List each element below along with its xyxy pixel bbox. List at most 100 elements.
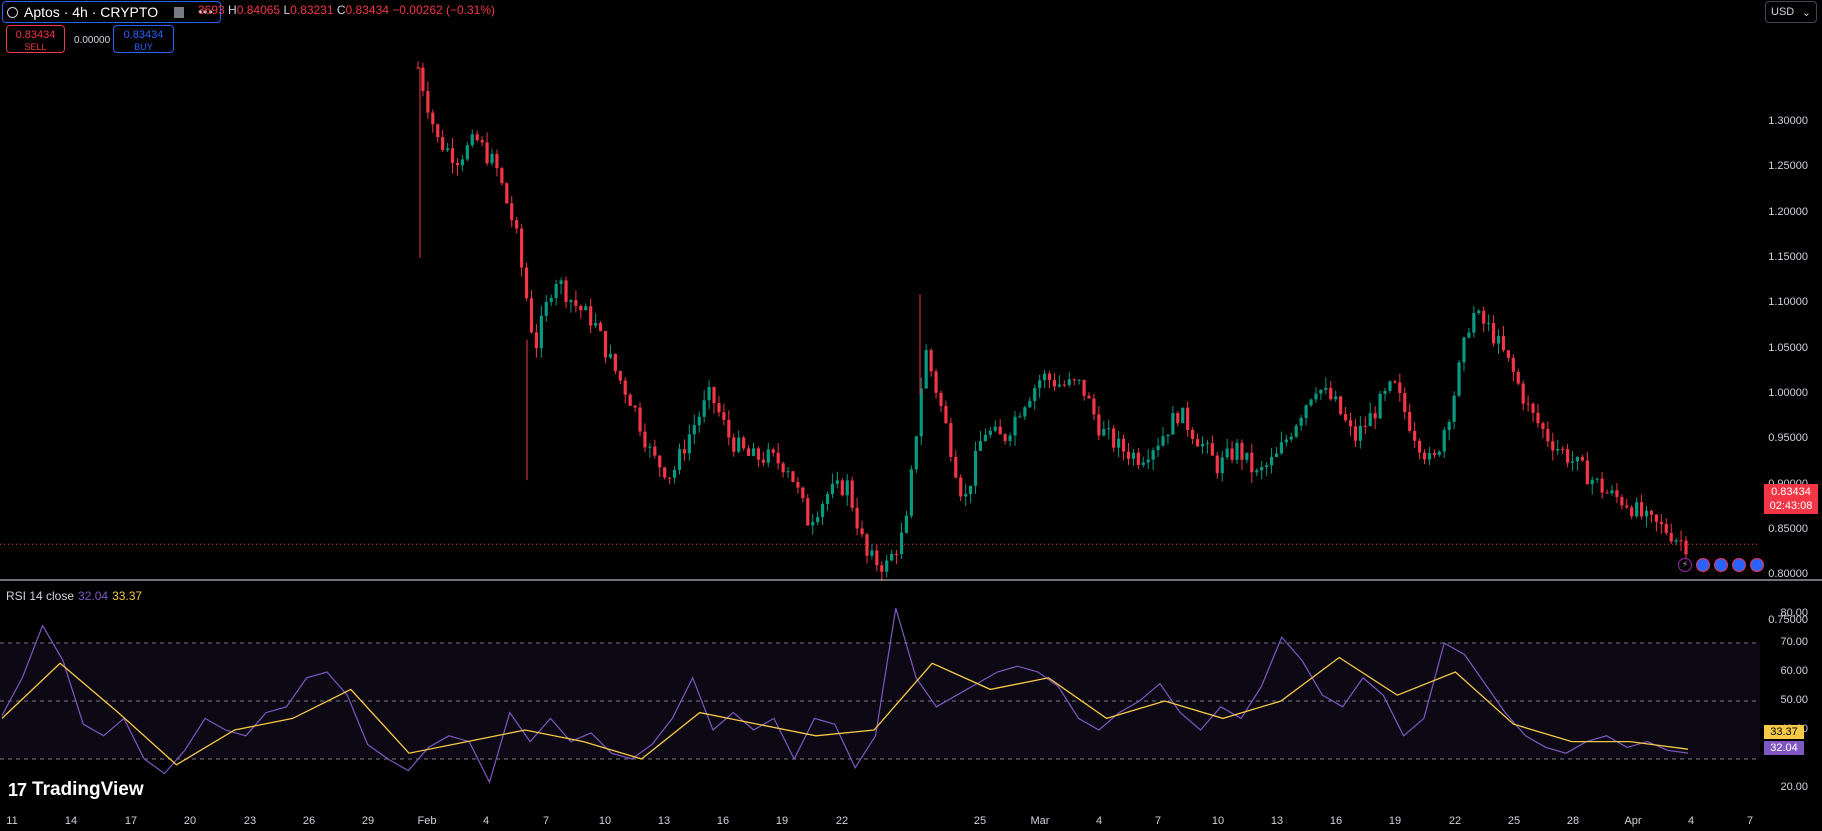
candle-body	[520, 228, 524, 268]
candle-body	[909, 469, 913, 516]
candle-body	[1452, 395, 1456, 422]
candle-body	[682, 449, 687, 454]
rsi-ma-value: 33.37	[112, 589, 143, 603]
candle-body	[1383, 390, 1387, 394]
candle-body	[1388, 381, 1392, 391]
candle-body	[1028, 400, 1032, 408]
candle-body	[594, 323, 598, 326]
candle-body	[1427, 453, 1432, 460]
sell-button[interactable]: 0.83434 SELL	[6, 25, 65, 53]
high-label: H	[228, 3, 237, 17]
candle-body	[569, 300, 573, 302]
candle-body	[1541, 423, 1545, 429]
candle-body	[1368, 413, 1372, 427]
candle-body	[1422, 452, 1427, 460]
candle-body	[1467, 332, 1471, 338]
candle-body	[554, 283, 558, 299]
symbol-chip[interactable]: Aptos · 4h · CRYPTO •••	[2, 1, 221, 23]
candle-body	[1195, 439, 1200, 447]
candle-body	[1615, 490, 1619, 498]
currency-select[interactable]: USD ⌄	[1765, 1, 1817, 23]
candle-body	[702, 400, 706, 417]
us-flag-event-icon[interactable]	[1750, 558, 1764, 572]
candle-body	[603, 331, 608, 358]
candle-body	[653, 446, 657, 456]
candle-body	[875, 550, 879, 566]
rsi-axis-label: 50.00	[1780, 694, 1808, 706]
candle-body	[1269, 456, 1274, 466]
candle-body	[850, 480, 854, 508]
time-axis-label: 26	[302, 815, 316, 827]
candle-body	[1649, 510, 1654, 515]
us-flag-event-icon[interactable]	[1696, 558, 1710, 572]
candle-body	[1008, 435, 1012, 441]
spread-value: 0.00000	[74, 35, 111, 46]
candle-body	[598, 323, 603, 332]
buy-button[interactable]: 0.83434 BUY	[113, 25, 174, 53]
candle-body	[1289, 436, 1293, 440]
candle-body	[1245, 452, 1249, 460]
candle-body	[894, 553, 899, 555]
time-axis-label: 13	[657, 815, 671, 827]
time-axis-label: 13	[1270, 815, 1284, 827]
candle-body	[1304, 405, 1308, 418]
candle-body	[633, 405, 637, 408]
bolt-event-icon[interactable]: ⚡	[1678, 558, 1692, 572]
open-value: 3693	[198, 3, 225, 17]
more-icon[interactable]: •••	[198, 5, 214, 19]
candle-body	[677, 449, 682, 470]
candle-body	[510, 203, 514, 221]
candle-body	[1521, 383, 1525, 404]
candle-body	[485, 142, 489, 164]
candle-body	[1146, 459, 1150, 463]
time-axis-label: 29	[361, 815, 375, 827]
candle-body	[1013, 416, 1017, 436]
candle-body	[618, 371, 622, 381]
candle-body	[944, 405, 948, 424]
candle-body	[608, 354, 613, 358]
candle-body	[761, 459, 765, 463]
candle-body	[1126, 451, 1131, 459]
us-flag-event-icon[interactable]	[1732, 558, 1746, 572]
candle-body	[539, 315, 543, 349]
candle-body	[776, 452, 780, 464]
rsi-line	[1, 608, 1689, 784]
candle-body	[524, 267, 529, 299]
price-axis-label: 1.15000	[1768, 250, 1808, 263]
rsi-legend[interactable]: RSI 14 close 32.04 33.37	[6, 589, 142, 603]
candle-body	[446, 148, 450, 151]
candle-body	[1082, 379, 1086, 396]
candle-body	[1413, 430, 1417, 441]
candle-countdown: 02:43:08	[1769, 500, 1813, 512]
time-axis-label: Feb	[417, 815, 437, 827]
time-axis-label: Apr	[1624, 815, 1642, 827]
candle-body	[416, 67, 420, 69]
flag-icon[interactable]	[174, 6, 185, 18]
candle-body	[623, 380, 627, 395]
candle-body	[490, 153, 494, 164]
candle-body	[1156, 445, 1160, 451]
candle-body	[939, 392, 943, 406]
candle-body	[1501, 336, 1506, 351]
candle-body	[914, 436, 918, 470]
candle-body	[455, 162, 460, 166]
candle-body	[1210, 443, 1214, 456]
candle-body	[978, 441, 983, 451]
candle-body	[825, 494, 830, 504]
price-axis-label: 1.25000	[1768, 160, 1808, 173]
candle-body	[687, 434, 691, 454]
candle-body	[1141, 462, 1145, 465]
candle-body	[1565, 449, 1570, 463]
candle-body	[1674, 540, 1678, 542]
candle-body	[1496, 336, 1501, 344]
ohlc-readout: 3693 H0.84065 L0.83231 C0.83434 −0.00262…	[198, 3, 495, 17]
time-axis-label: 4	[482, 815, 490, 827]
candle-body	[855, 507, 859, 529]
candle-body	[742, 437, 746, 449]
us-flag-event-icon[interactable]	[1714, 558, 1728, 572]
time-axis-label: 19	[1388, 815, 1402, 827]
candle-body	[840, 480, 844, 496]
time-axis-label: 28	[1566, 815, 1580, 827]
tradingview-logo[interactable]: 17 TradingView	[8, 779, 144, 801]
